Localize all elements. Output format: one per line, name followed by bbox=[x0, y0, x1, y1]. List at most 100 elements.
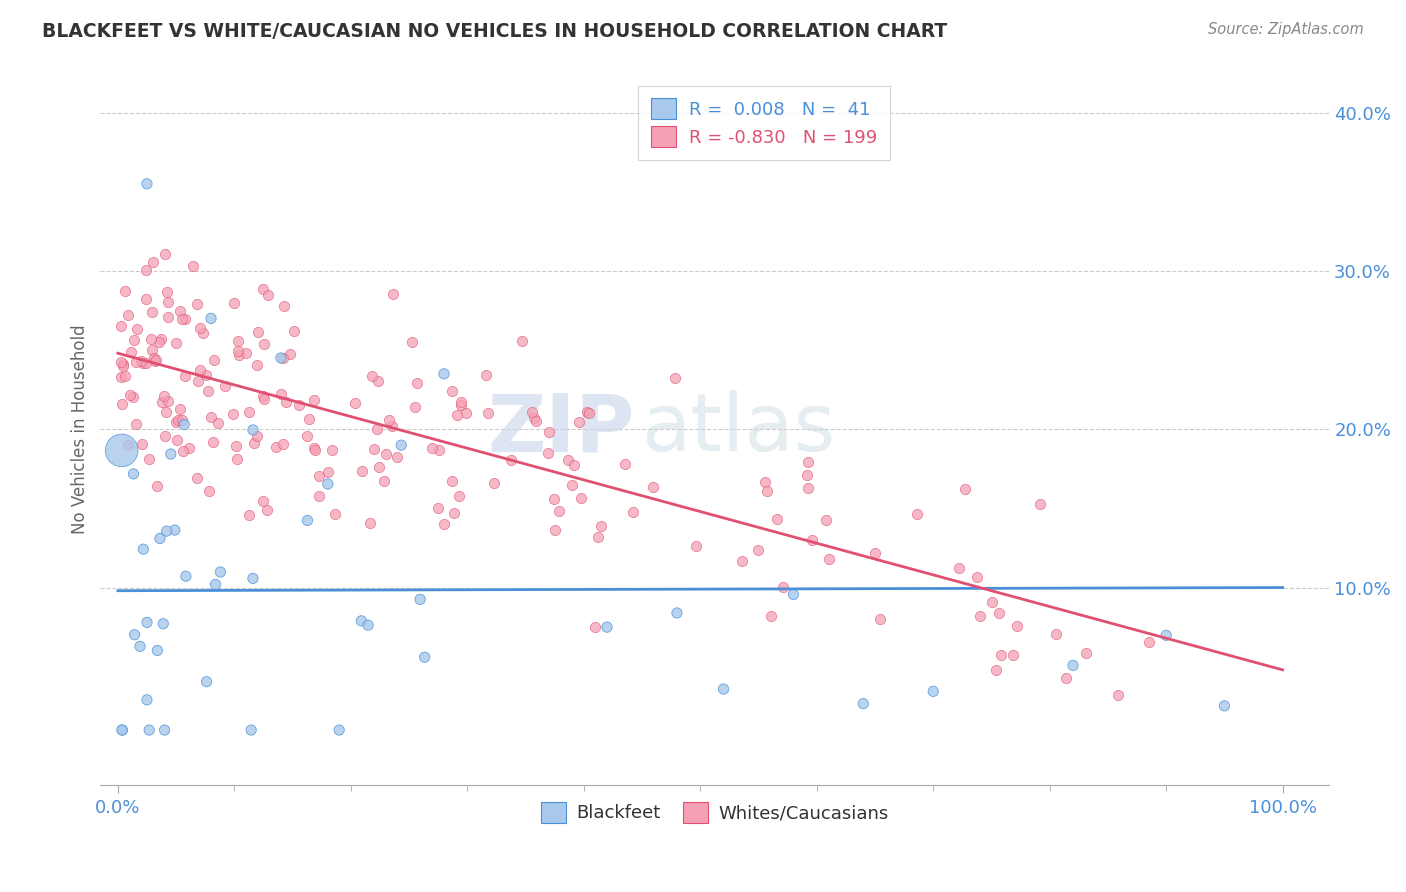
Point bbox=[537, 446, 560, 460]
Text: atlas: atlas bbox=[641, 390, 835, 468]
Point bbox=[815, 513, 838, 527]
Point bbox=[190, 363, 212, 377]
Point bbox=[170, 413, 193, 427]
Text: Source: ZipAtlas.com: Source: ZipAtlas.com bbox=[1208, 22, 1364, 37]
Point bbox=[141, 305, 163, 319]
Point bbox=[357, 618, 380, 632]
Point bbox=[427, 501, 450, 516]
Point bbox=[522, 405, 544, 419]
Point bbox=[755, 483, 778, 498]
Point bbox=[153, 389, 176, 403]
Point bbox=[187, 374, 209, 388]
Point bbox=[226, 334, 249, 349]
Point bbox=[124, 628, 146, 642]
Point bbox=[246, 358, 269, 372]
Point bbox=[145, 353, 167, 368]
Point bbox=[343, 396, 366, 410]
Point bbox=[328, 723, 350, 737]
Point bbox=[246, 428, 269, 442]
Point bbox=[450, 398, 472, 412]
Point bbox=[146, 479, 169, 493]
Point bbox=[166, 434, 188, 448]
Point bbox=[401, 335, 423, 350]
Point bbox=[169, 401, 191, 416]
Point bbox=[1213, 698, 1236, 713]
Point bbox=[165, 416, 187, 430]
Point bbox=[174, 569, 197, 583]
Point bbox=[308, 489, 330, 503]
Point bbox=[141, 343, 163, 357]
Point bbox=[1005, 619, 1028, 633]
Point bbox=[136, 615, 159, 630]
Point bbox=[138, 723, 160, 737]
Point bbox=[966, 570, 988, 584]
Point bbox=[145, 354, 167, 368]
Point bbox=[143, 351, 166, 365]
Point bbox=[591, 519, 613, 533]
Point bbox=[422, 441, 444, 455]
Point bbox=[159, 447, 181, 461]
Point bbox=[586, 530, 609, 544]
Point bbox=[156, 524, 179, 538]
Point bbox=[156, 295, 179, 310]
Point bbox=[796, 455, 818, 469]
Point bbox=[111, 723, 134, 737]
Point bbox=[446, 408, 468, 422]
Point bbox=[155, 429, 177, 443]
Point bbox=[200, 410, 222, 425]
Point bbox=[381, 419, 404, 434]
Point bbox=[382, 286, 405, 301]
Point bbox=[173, 417, 195, 432]
Point bbox=[166, 412, 188, 426]
Point bbox=[252, 493, 274, 508]
Point bbox=[257, 288, 280, 302]
Point bbox=[197, 384, 219, 399]
Point bbox=[614, 457, 637, 471]
Point bbox=[278, 346, 301, 360]
Point bbox=[193, 326, 215, 340]
Point bbox=[117, 438, 139, 452]
Point bbox=[246, 325, 269, 339]
Point bbox=[869, 611, 891, 625]
Point bbox=[170, 311, 193, 326]
Point bbox=[225, 439, 247, 453]
Point bbox=[186, 470, 208, 484]
Point bbox=[596, 620, 619, 634]
Text: BLACKFEET VS WHITE/CAUCASIAN NO VEHICLES IN HOUSEHOLD CORRELATION CHART: BLACKFEET VS WHITE/CAUCASIAN NO VEHICLES… bbox=[42, 22, 948, 41]
Point bbox=[387, 450, 409, 465]
Point bbox=[583, 619, 606, 633]
Point bbox=[378, 412, 401, 426]
Point bbox=[283, 325, 305, 339]
Point bbox=[766, 511, 789, 525]
Point bbox=[562, 458, 585, 473]
Point bbox=[270, 351, 292, 365]
Point bbox=[477, 406, 499, 420]
Point bbox=[304, 443, 326, 458]
Point bbox=[304, 393, 326, 408]
Point bbox=[274, 395, 297, 409]
Point bbox=[441, 384, 464, 398]
Point bbox=[969, 609, 991, 624]
Point bbox=[863, 546, 886, 560]
Point bbox=[181, 259, 204, 273]
Point bbox=[120, 344, 142, 359]
Point bbox=[287, 398, 309, 412]
Point bbox=[111, 357, 134, 371]
Point bbox=[238, 508, 260, 522]
Point bbox=[222, 407, 245, 421]
Point bbox=[201, 435, 224, 450]
Point bbox=[174, 368, 197, 383]
Point bbox=[569, 491, 592, 505]
Point bbox=[131, 437, 153, 451]
Point bbox=[981, 595, 1004, 609]
Point bbox=[125, 417, 148, 431]
Point bbox=[172, 444, 194, 458]
Point bbox=[195, 674, 218, 689]
Point bbox=[149, 532, 172, 546]
Point bbox=[129, 640, 152, 654]
Legend: Blackfeet, Whites/Caucasians: Blackfeet, Whites/Caucasians bbox=[533, 795, 896, 830]
Point bbox=[209, 565, 232, 579]
Point bbox=[367, 374, 389, 388]
Point bbox=[157, 310, 180, 324]
Point bbox=[350, 614, 373, 628]
